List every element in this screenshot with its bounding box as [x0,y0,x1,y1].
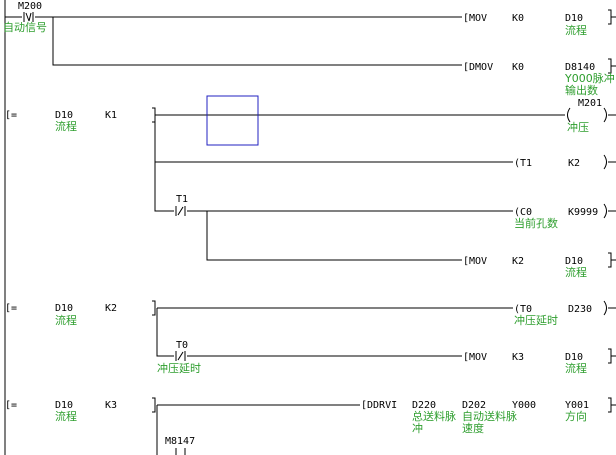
operand: D230 [568,304,592,315]
operand: K3 [512,352,524,363]
comment: 流程 [565,23,587,37]
operand: K0 [512,13,524,24]
operand: K2 [568,158,580,169]
instruction: [MOV [463,256,487,267]
instruction: (T1 [514,158,532,169]
comment: 输出数 [565,83,598,97]
operand: K1 [105,110,117,121]
comment: 速度 [462,421,484,435]
comment: 流程 [565,265,587,279]
comment: 冲压 [567,120,589,134]
operand: K9999 [568,207,598,218]
operand: D10 [565,13,583,24]
operand: K2 [105,303,117,314]
instruction: [MOV [463,352,487,363]
instruction: [MOV [463,13,487,24]
operand: K0 [512,62,524,73]
instruction: [DMOV [463,62,493,73]
operand: D10 [55,303,73,314]
wires [4,0,616,455]
operand: K3 [105,400,117,411]
instruction: (C0 [514,207,532,218]
operand: Y001 [565,400,589,411]
operand: Y000 [512,400,536,411]
comment: 自动信号 [3,21,47,34]
comment: Y000脉冲 [564,71,615,85]
instruction: [= [5,303,17,314]
comment: 自动送料脉 [462,409,517,423]
instruction: [= [5,400,17,411]
comment: 流程 [565,361,587,375]
comment: 流程 [55,409,77,423]
comment: 方向 [565,409,587,423]
coil-label: M201 [578,98,602,109]
comment: 总送料脉 [412,409,456,423]
contact-label: M8147 [165,436,195,447]
operand: D220 [412,400,436,411]
operand: D8140 [565,62,595,73]
instruction: [= [5,110,17,121]
instruction: [DDRVI [361,400,397,411]
comment: 冲压延时 [514,313,558,327]
instruction: (T0 [514,304,532,315]
operand: D202 [462,400,486,411]
operand: D10 [565,352,583,363]
contact-label: M200 [18,1,42,12]
comment: 当前孔数 [514,216,558,230]
operand: D10 [55,400,73,411]
comment: 冲压延时 [157,361,201,375]
comment: 冲 [412,421,423,435]
contact-label: T1 [176,194,188,205]
operand: D10 [565,256,583,267]
operand: D10 [55,110,73,121]
comment: 流程 [55,313,77,327]
comment: 流程 [55,119,77,133]
operand: K2 [512,256,524,267]
labels: M200 自动信号 [MOV K0 D10 流程 [DMOV K0 D8140 … [3,1,615,447]
contact-label: T0 [176,340,188,351]
